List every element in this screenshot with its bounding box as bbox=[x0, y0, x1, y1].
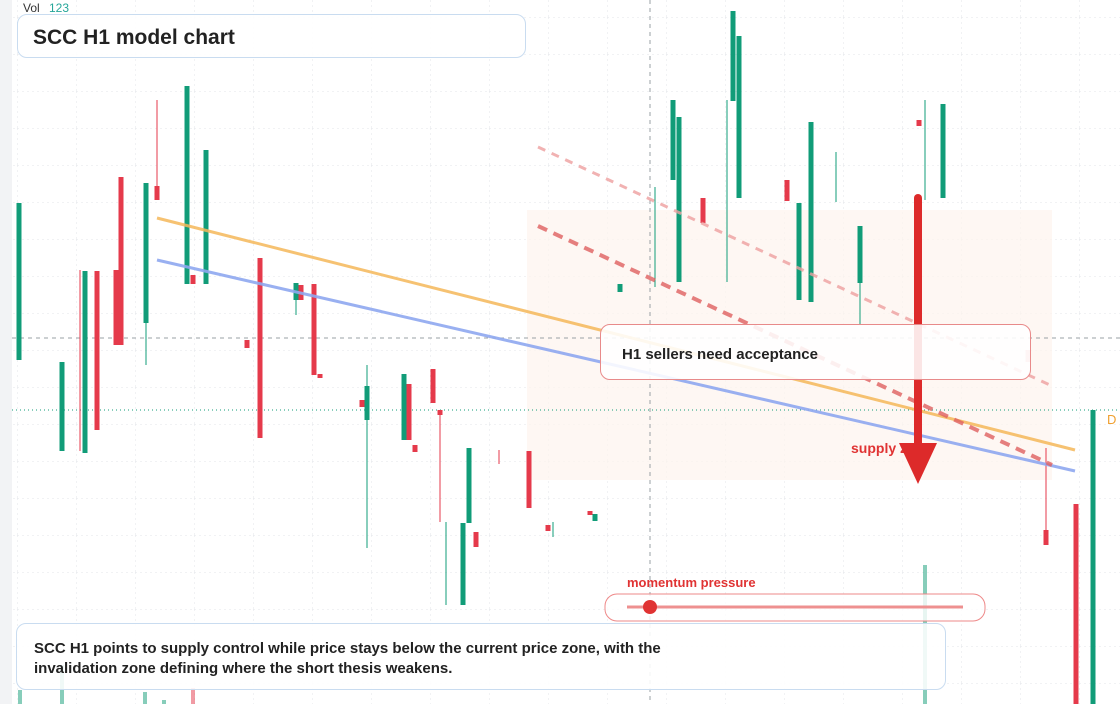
summary: SCC H1 points to supply control while pr… bbox=[34, 640, 661, 677]
title-box: SCC H1 model chart bbox=[17, 14, 526, 58]
slider-label: momentum pressure bbox=[627, 575, 756, 590]
callout-box: H1 sellers need acceptance bbox=[600, 324, 1031, 380]
price-tag: D bbox=[1107, 412, 1116, 427]
callout: H1 sellers need acceptance bbox=[622, 346, 818, 363]
resistance-dashed bbox=[537, 224, 1053, 467]
left-strip bbox=[0, 0, 12, 704]
title: SCC H1 model chart bbox=[33, 26, 235, 49]
summary-box: SCC H1 points to supply control while pr… bbox=[16, 623, 946, 690]
volume-value: 123 bbox=[49, 1, 69, 15]
slider-knob bbox=[643, 600, 657, 614]
candles bbox=[16, 11, 1096, 704]
arrow-head bbox=[899, 443, 937, 484]
volume-label: Vol bbox=[23, 1, 40, 15]
